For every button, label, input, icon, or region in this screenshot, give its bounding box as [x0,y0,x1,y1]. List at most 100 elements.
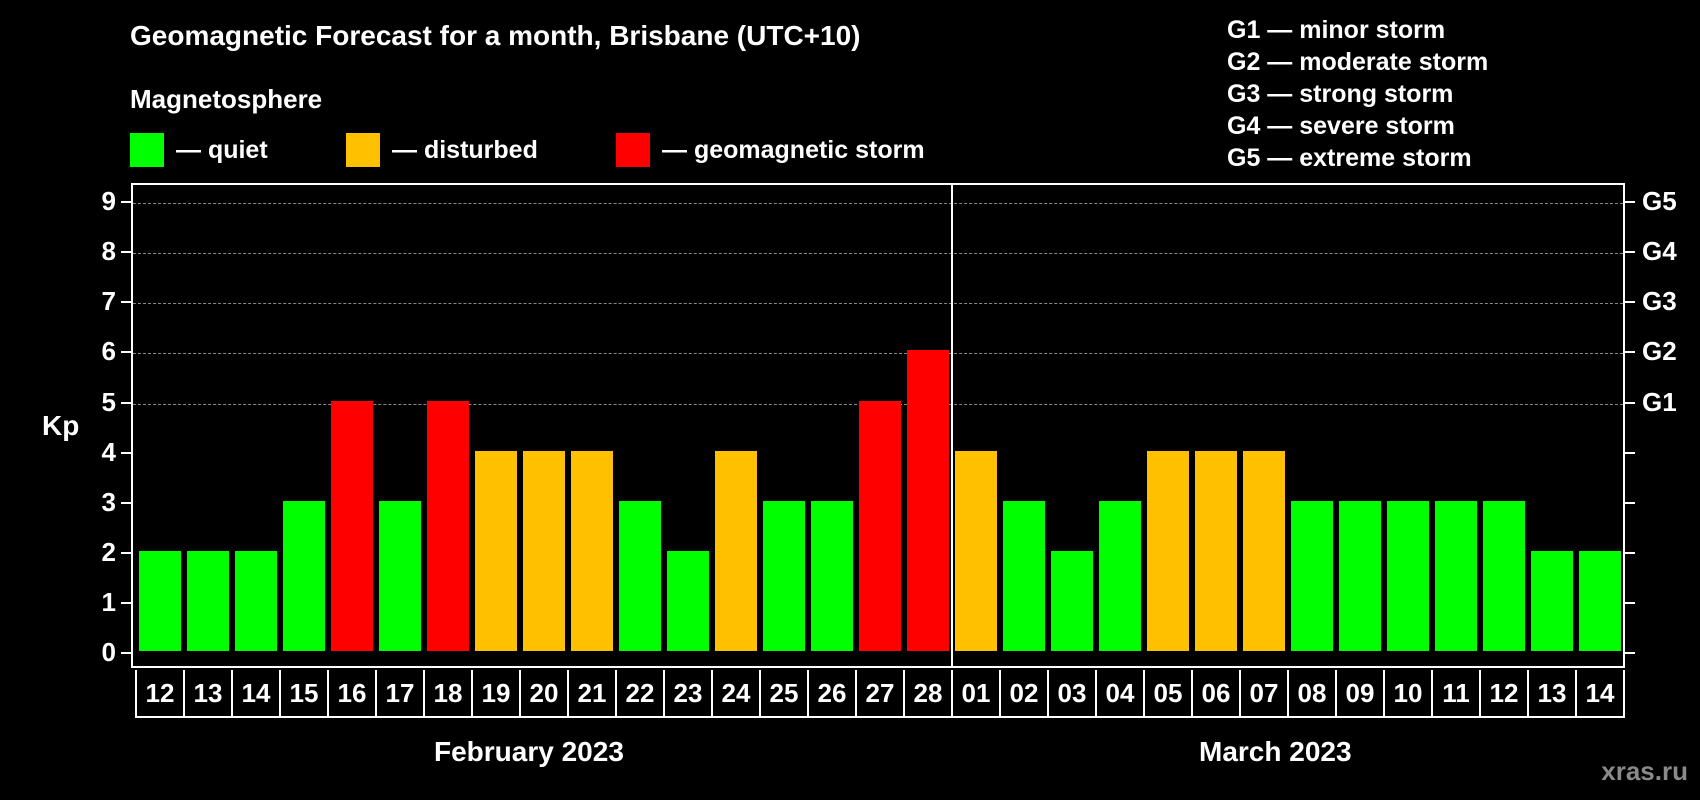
date-cell: 15 [281,670,329,716]
bar-19 [475,450,517,651]
g1-description: G1 — minor storm [1227,16,1446,44]
bar-20 [523,450,565,651]
storm-scale-legend: G1 — minor storm G2 — moderate storm G3 … [1227,14,1488,174]
bar-15 [283,500,325,651]
month-label-february: February 2023 [434,736,624,767]
y-tick-left [121,201,131,204]
date-cell: 14 [1585,677,1615,708]
bar-17 [379,500,421,651]
y-tick-left [121,301,131,304]
date-cell: 22 [617,670,665,716]
y-tick-label: 4 [101,436,116,467]
date-cell: 21 [569,670,617,716]
y-tick-label: 2 [101,536,116,567]
storm-level-label-g1: G1 [1642,386,1677,417]
legend-disturbed: — disturbed [346,133,538,167]
plot-area [131,183,1625,668]
y-tick-label: 6 [101,336,116,367]
y-tick-label: 5 [101,386,116,417]
date-cell: 17 [377,670,425,716]
date-cell: 27 [857,670,905,716]
bar-14 [235,550,277,651]
y-tick-right [1625,201,1635,204]
legend-quiet: — quiet [130,133,268,167]
bar-28 [907,350,949,651]
bar-05 [1147,450,1189,651]
bar-18 [427,400,469,651]
date-cell: 02 [1001,670,1049,716]
y-tick-label: 8 [101,236,116,267]
date-cell: 19 [473,670,521,716]
bar-03 [1051,550,1093,651]
storm-level-label-g3: G3 [1642,286,1677,317]
date-cell: 18 [425,670,473,716]
watermark: xras.ru [1601,756,1688,786]
y-tick-left [121,551,131,554]
date-cell: 14 [233,670,281,716]
y-tick-right [1625,501,1635,504]
legend-storm: — geomagnetic storm [616,133,925,167]
legend-heading: Magnetosphere [130,84,323,114]
y-axis-label: Kp [42,410,80,441]
g3-description: G3 — strong storm [1227,80,1454,108]
bar-25 [763,500,805,651]
date-cell: 09 [1337,670,1385,716]
bar-07 [1243,450,1285,651]
x-axis-dates: 12 13 14 15 16 17 18 19 20 21 22 23 24 25 26 27 28 01 02 03… [135,670,1625,718]
storm-level-label-g5: G5 [1642,186,1677,217]
y-tick-left [121,401,131,404]
bar-22 [619,500,661,651]
bar-08 [1291,500,1333,651]
date-cell: 16 [329,670,377,716]
date-cell: 03 [1049,670,1097,716]
bar-13 [1531,550,1573,651]
month-divider [951,185,953,666]
y-tick-right [1625,351,1635,354]
bar-16 [331,400,373,651]
y-tick-label: 1 [101,586,116,617]
y-tick-left [121,451,131,454]
gridline-kp-8 [133,253,1623,255]
gridline-kp-6 [133,353,1623,355]
y-tick-left [121,652,131,654]
date-cell: 24 [713,670,761,716]
quiet-swatch [130,133,164,167]
date-cell: 12 [1481,670,1529,716]
y-tick-left [121,351,131,354]
chart-title: Geomagnetic Forecast for a month, Brisba… [130,20,861,51]
y-tick-right [1625,652,1635,654]
y-tick-left [121,601,131,604]
date-cell: 23 [665,670,713,716]
storm-level-label-g2: G2 [1642,336,1677,367]
date-cell: 28 [905,670,953,716]
y-tick-right [1625,301,1635,304]
bar-12 [139,550,181,651]
gridline-kp-9 [133,203,1623,205]
date-cell: 26 [809,670,857,716]
legend-label: — disturbed [392,135,538,164]
date-cell: 12 [137,670,185,716]
bar-04 [1099,500,1141,651]
y-tick-label: 3 [101,486,116,517]
bar-14 [1579,550,1621,651]
bar-10 [1387,500,1429,651]
bar-11 [1435,500,1477,651]
bar-21 [571,450,613,651]
date-cell: 25 [761,670,809,716]
date-cell: 13 [1529,670,1577,716]
bar-09 [1339,500,1381,651]
y-tick-label: 9 [101,186,116,217]
date-cell: 07 [1241,670,1289,716]
date-cell: 10 [1385,670,1433,716]
date-cell: 08 [1289,670,1337,716]
bar-27 [859,400,901,651]
legend-label: — quiet [176,135,268,164]
month-label-march: March 2023 [1199,736,1352,767]
date-cell: 05 [1145,670,1193,716]
bar-24 [715,450,757,651]
legend-label: — geomagnetic storm [662,135,925,164]
date-cell: 20 [521,670,569,716]
bar-06 [1195,450,1237,651]
bar-23 [667,550,709,651]
y-tick-right [1625,251,1635,254]
